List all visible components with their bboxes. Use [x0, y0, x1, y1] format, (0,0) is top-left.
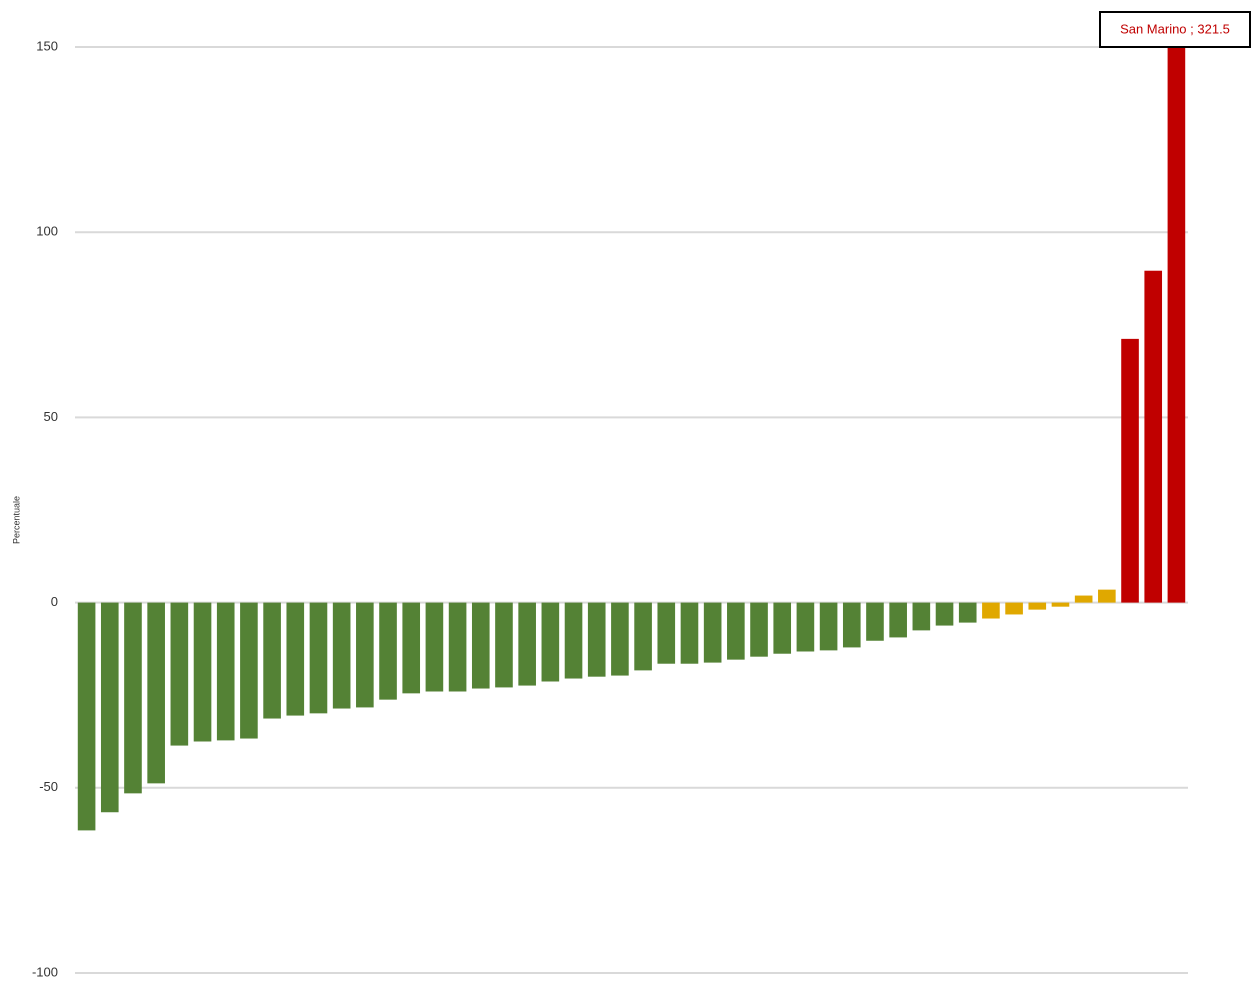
bar	[773, 602, 792, 654]
bar	[356, 602, 374, 708]
bar	[1121, 338, 1139, 603]
bar	[170, 602, 189, 746]
bar	[216, 602, 235, 741]
bar	[1074, 595, 1093, 603]
bar	[495, 602, 513, 688]
bar	[727, 602, 745, 660]
bar	[935, 602, 954, 626]
y-tick-label: -50	[39, 779, 58, 794]
bar	[680, 602, 699, 664]
bar	[286, 602, 305, 716]
bar	[1144, 270, 1163, 603]
bar	[448, 602, 467, 692]
bar	[958, 602, 977, 623]
bar	[518, 602, 536, 686]
bar	[866, 602, 884, 641]
bar	[982, 602, 1000, 619]
bar	[100, 602, 119, 813]
bar	[77, 602, 96, 831]
bar	[611, 602, 629, 676]
bar	[124, 602, 142, 794]
bar	[541, 602, 560, 682]
bar	[332, 602, 351, 709]
bar	[379, 602, 397, 700]
y-tick-label: 150	[36, 38, 58, 53]
bar	[147, 602, 165, 784]
bar	[425, 602, 444, 692]
bar	[193, 602, 212, 742]
bar	[471, 602, 490, 689]
bar	[402, 602, 421, 694]
bar	[842, 602, 861, 648]
annotation: San Marino ; 321.5	[1120, 21, 1230, 36]
y-tick-label: 50	[44, 409, 58, 424]
bar	[657, 602, 676, 664]
bar	[564, 602, 583, 679]
y-tick-label: 0	[51, 594, 58, 609]
bar	[587, 602, 606, 677]
bar	[1005, 602, 1023, 615]
y-axis-label: Percentuale	[11, 496, 21, 544]
bar	[889, 602, 907, 638]
bar	[750, 602, 768, 657]
bar	[912, 602, 931, 631]
bar	[634, 602, 652, 671]
annotation-box	[1099, 11, 1251, 48]
bar	[240, 602, 258, 739]
bar	[1051, 602, 1070, 607]
bar	[1098, 589, 1116, 603]
bar	[703, 602, 722, 663]
y-tick-label: -100	[32, 964, 58, 979]
bar	[1028, 602, 1047, 610]
bar	[819, 602, 838, 651]
y-tick-label: 100	[36, 224, 58, 239]
bar	[1167, 47, 1186, 603]
bar	[309, 602, 328, 714]
bar	[263, 602, 281, 719]
bar	[796, 602, 815, 652]
